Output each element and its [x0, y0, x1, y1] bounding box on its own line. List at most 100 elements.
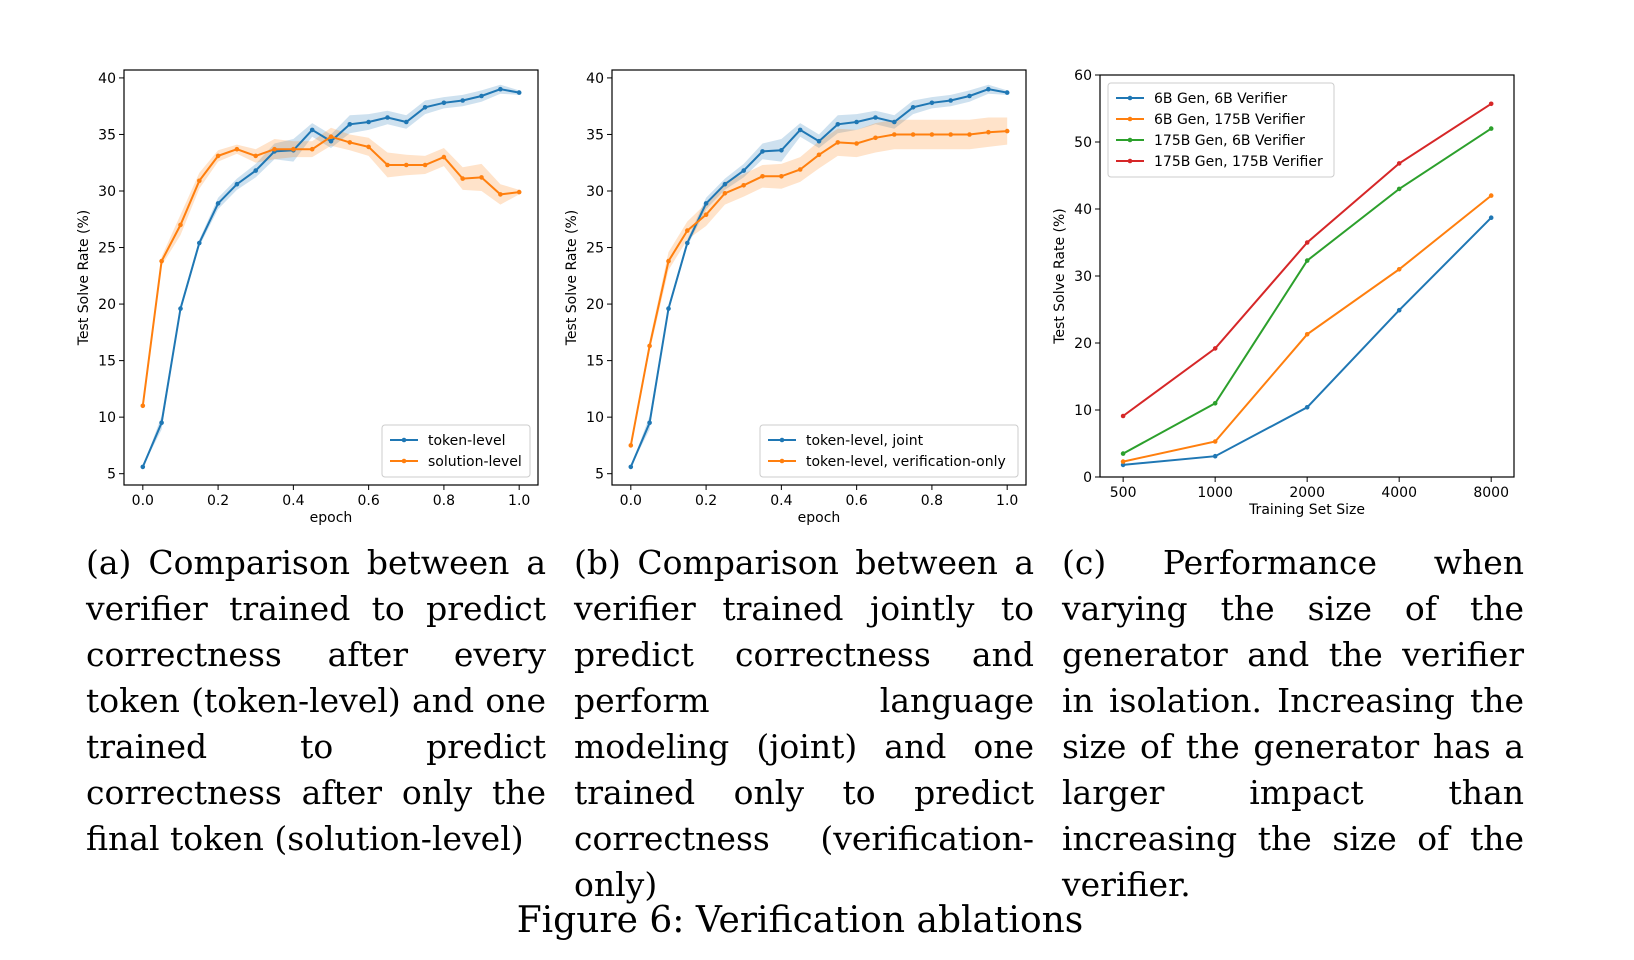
data-point — [159, 258, 164, 264]
y-tick-label: 10 — [1074, 403, 1092, 419]
data-point — [366, 119, 371, 125]
data-point — [741, 168, 746, 173]
data-point — [1396, 186, 1402, 192]
data-point — [666, 258, 671, 264]
data-point — [178, 306, 183, 311]
data-point — [816, 152, 822, 158]
data-point — [422, 105, 428, 110]
y-tick-label: 35 — [586, 127, 604, 143]
caption-a: (a) Comparison between a verifier traine… — [86, 543, 546, 858]
x-tick-label: 500 — [1110, 485, 1137, 501]
x-tick-label: 0.2 — [695, 493, 717, 509]
legend-marker — [401, 458, 407, 464]
data-point — [253, 153, 258, 159]
y-tick-label: 50 — [1074, 135, 1092, 151]
data-point — [1120, 451, 1126, 456]
x-tick-label: 1000 — [1197, 485, 1233, 501]
data-point — [460, 98, 466, 103]
data-point — [385, 115, 390, 120]
data-point — [479, 175, 484, 180]
data-point — [779, 148, 784, 153]
data-point — [835, 122, 841, 127]
x-tick-label: 0.8 — [921, 493, 943, 509]
data-point — [685, 240, 690, 246]
y-tick-label: 25 — [98, 241, 116, 257]
data-point — [422, 162, 428, 168]
data-point — [1488, 126, 1494, 131]
caption-b: (b) Comparison between a verifier traine… — [574, 543, 1034, 904]
data-point — [328, 138, 334, 144]
data-point — [516, 189, 522, 195]
x-tick-label: 0.6 — [846, 493, 868, 509]
data-point — [441, 100, 447, 106]
data-point — [628, 443, 634, 448]
legend-marker — [779, 458, 785, 464]
data-point — [1304, 240, 1310, 245]
legend-label: 6B Gen, 6B Verifier — [1154, 91, 1287, 107]
data-point — [967, 93, 972, 99]
legend-marker — [1127, 137, 1133, 143]
data-point — [967, 132, 972, 137]
data-point — [1004, 128, 1010, 134]
data-point — [234, 146, 240, 152]
data-point — [1304, 405, 1310, 410]
y-tick-label: 0 — [1083, 470, 1092, 486]
data-point — [666, 306, 671, 311]
data-point — [498, 86, 503, 92]
data-point — [1212, 346, 1218, 351]
y-tick-label: 15 — [98, 354, 116, 370]
charts-canvas: 0.0 0.2 0.4 0.6 0.8 1.0 5 10 15 20 25 30 35 40 epoch Te… — [76, 68, 1515, 526]
y-axis-label: Test Solve Rate (%) — [1052, 208, 1068, 345]
data-point — [1120, 459, 1126, 464]
caption-c: (c) Performance when varying the size of… — [1062, 543, 1524, 904]
y-tick-label: 35 — [98, 127, 116, 143]
legend-marker — [1127, 116, 1133, 122]
data-point — [1396, 307, 1402, 313]
legend-label: 6B Gen, 175B Verifier — [1154, 112, 1305, 128]
data-point — [1488, 215, 1494, 220]
series-line-b-1 — [629, 130, 1008, 446]
data-point — [1488, 193, 1494, 198]
data-point — [873, 135, 878, 141]
x-tick-label: 1.0 — [508, 493, 530, 509]
y-tick-label: 30 — [586, 184, 604, 200]
x-tick-label: 0.4 — [282, 493, 304, 509]
legend-box — [1107, 82, 1335, 178]
data-point — [929, 132, 935, 137]
data-point — [347, 140, 353, 145]
data-point — [1212, 453, 1218, 459]
y-tick-label: 40 — [98, 71, 116, 87]
x-tick-label: 0.8 — [433, 493, 455, 509]
data-point — [703, 212, 709, 217]
data-point — [516, 90, 522, 95]
data-point — [272, 146, 277, 152]
x-tick-label: 0.4 — [770, 493, 792, 509]
y-tick-label: 20 — [1074, 336, 1092, 352]
data-point — [309, 127, 315, 133]
data-point — [910, 132, 916, 137]
data-point — [948, 132, 953, 137]
data-point — [253, 168, 258, 173]
data-point — [910, 105, 916, 110]
y-axis-label: Test Solve Rate (%) — [564, 210, 580, 347]
data-point — [986, 129, 991, 135]
legend-marker — [779, 437, 785, 443]
y-axis-label: Test Solve Rate (%) — [76, 210, 92, 347]
x-axis-label: Training Set Size — [1248, 502, 1365, 518]
data-point — [722, 181, 728, 187]
y-tick-label: 20 — [98, 297, 116, 313]
data-point — [385, 162, 390, 168]
data-point — [197, 240, 202, 246]
legend-label: 175B Gen, 6B Verifier — [1154, 133, 1305, 149]
y-tick-label: 15 — [586, 354, 604, 370]
band-b-1 — [630, 117, 1008, 446]
data-point — [215, 153, 221, 159]
y-tick-label: 5 — [107, 467, 116, 483]
legend-a: token-level solution-level — [381, 424, 531, 478]
data-point — [948, 98, 953, 103]
series-line-c-0 — [1123, 216, 1492, 466]
x-tick-label: 0.6 — [358, 493, 380, 509]
data-point — [703, 201, 709, 206]
chart-a: 0.0 0.2 0.4 0.6 0.8 1.0 5 10 15 20 25 30 35 40 epoch Te… — [76, 69, 539, 526]
x-tick-label: 0.2 — [207, 493, 229, 509]
